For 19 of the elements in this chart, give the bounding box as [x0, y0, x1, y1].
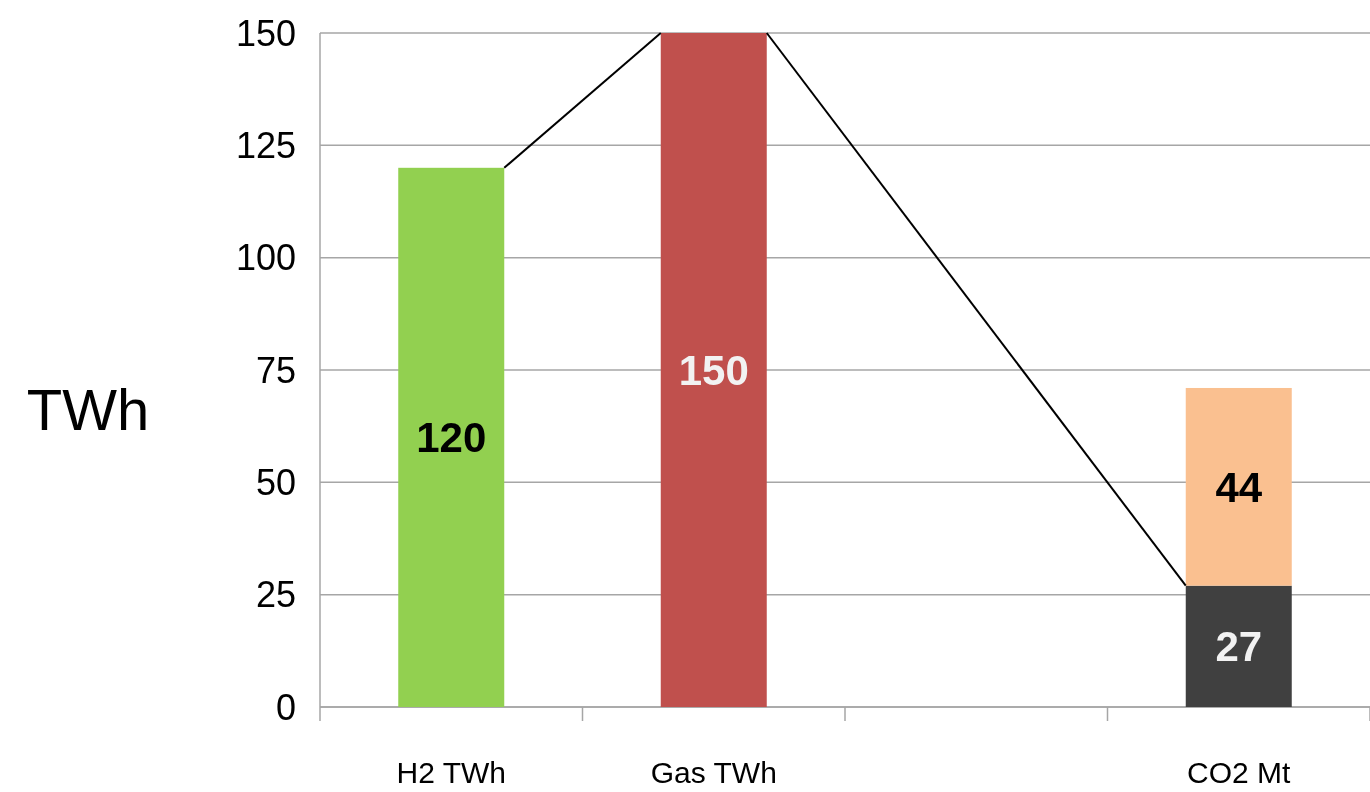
y-tick-label: 75	[255, 349, 296, 391]
bar	[1185, 387, 1292, 586]
data-label: 27	[1215, 623, 1263, 671]
bar	[398, 167, 505, 707]
y-tick-label: 0	[275, 686, 296, 728]
data-label: 150	[678, 346, 749, 394]
data-label: 44	[1215, 463, 1263, 511]
data-label: 120	[416, 414, 487, 462]
y-axis-title: TWh	[26, 377, 150, 443]
x-tick-label: Gas TWh	[650, 756, 777, 789]
y-tick-label: 100	[235, 237, 296, 279]
x-tick-label: CO2 Mt	[1187, 756, 1292, 789]
bar	[660, 33, 767, 707]
y-tick-label: 50	[255, 461, 296, 503]
x-tick-label: H2 TWh	[396, 756, 506, 789]
y-tick-label: 25	[255, 574, 296, 616]
y-tick-label: 150	[235, 12, 296, 54]
bar	[1185, 585, 1292, 707]
y-tick-label: 125	[235, 124, 296, 166]
